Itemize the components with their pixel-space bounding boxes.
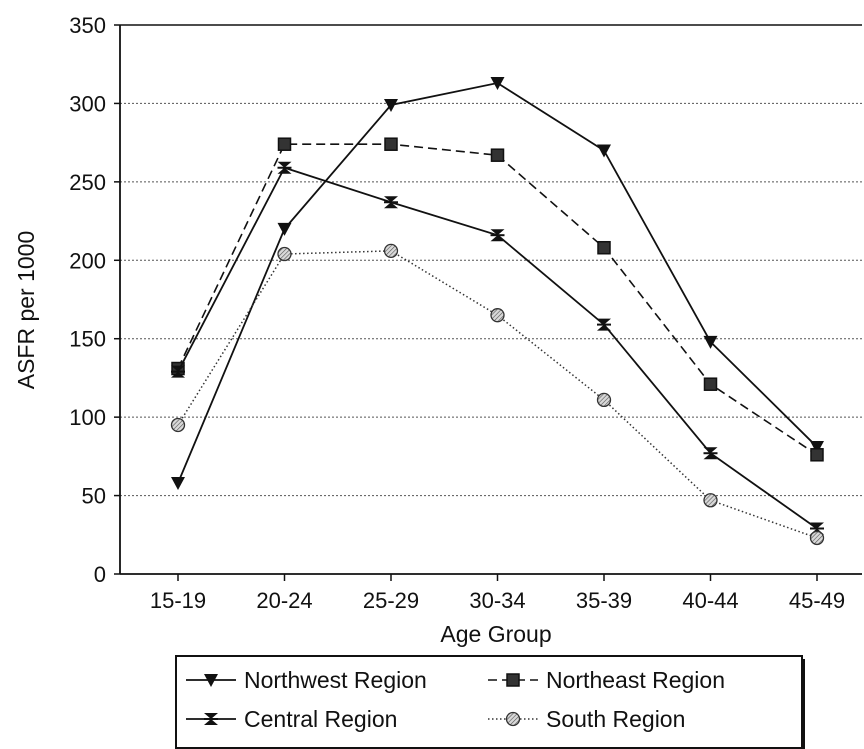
legend: Northwest Region Northeast Region Central … (175, 655, 805, 749)
legend-marker (204, 713, 218, 725)
legend-entry: Northeast Region (488, 667, 725, 693)
series-line (177, 82, 818, 484)
data-point (597, 144, 611, 158)
data-point (383, 243, 399, 259)
x-tick-label: 45-49 (789, 588, 845, 613)
data-point (384, 137, 398, 151)
y-tick-label: 150 (69, 327, 106, 352)
x-tick-label: 15-19 (150, 588, 206, 613)
y-tick-label: 100 (69, 405, 106, 430)
data-point (490, 308, 505, 323)
y-tick-label: 50 (82, 484, 106, 509)
series-central-region (171, 161, 824, 535)
data-point (809, 530, 825, 546)
data-point (703, 335, 718, 349)
y-tick-label: 300 (69, 91, 106, 116)
series-line (177, 143, 818, 456)
data-point (171, 477, 185, 491)
gridlines (120, 24, 862, 497)
legend-entry: Central Region (186, 706, 397, 732)
legend-marker (204, 674, 218, 687)
series-group (170, 77, 825, 546)
data-point (384, 196, 398, 209)
data-point (277, 137, 292, 151)
x-tick-label: 30-34 (469, 588, 525, 613)
data-point (597, 318, 611, 331)
y-tick-label: 0 (94, 562, 106, 587)
y-axis-title: ASFR per 1000 (13, 231, 39, 390)
legend-marker (505, 711, 521, 727)
y-tick-label: 200 (69, 248, 106, 273)
axes (119, 24, 862, 575)
data-point (170, 417, 186, 433)
data-point (703, 377, 718, 391)
series-line (177, 166, 818, 530)
x-axis-title: Age Group (440, 621, 551, 647)
series-line (177, 250, 818, 539)
legend-entry: Northwest Region (186, 667, 427, 693)
data-point (810, 440, 824, 454)
data-point (171, 365, 185, 378)
x-axis-ticks: 15-19 20-24 25-29 30-34 35-39 40-44 45-49 (150, 574, 845, 613)
legend-box (175, 655, 803, 749)
x-tick-label: 35-39 (576, 588, 632, 613)
data-point (490, 229, 505, 242)
x-tick-label: 25-29 (363, 588, 419, 613)
legend-label: Northwest Region (244, 667, 427, 693)
x-tick-label: 40-44 (682, 588, 738, 613)
data-point (384, 98, 398, 112)
legend-label: Central Region (244, 706, 397, 732)
legend-marker (506, 673, 520, 687)
x-tick-label: 20-24 (256, 588, 312, 613)
series-south-region (170, 243, 825, 546)
series-northeast-region (171, 137, 824, 462)
y-axis-ticks: 0 50 100 150 200 250 300 350 (69, 13, 120, 587)
data-point (810, 448, 824, 462)
series-northwest-region (171, 77, 824, 491)
data-point (277, 161, 292, 174)
data-point (490, 148, 505, 162)
data-point (703, 493, 718, 508)
data-point (703, 447, 718, 460)
y-tick-label: 250 (69, 170, 106, 195)
data-point (277, 246, 292, 262)
legend-label: Northeast Region (546, 667, 725, 693)
data-point (490, 77, 505, 91)
data-point (596, 392, 612, 408)
legend-entry: South Region (488, 706, 685, 732)
data-point (277, 222, 292, 236)
y-tick-label: 350 (69, 13, 106, 38)
legend-label: South Region (546, 706, 685, 732)
data-point (597, 240, 611, 255)
